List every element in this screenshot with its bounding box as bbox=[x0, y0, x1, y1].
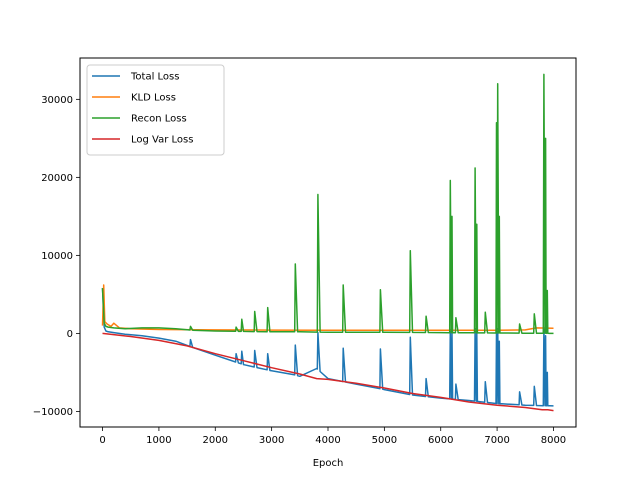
legend-label-total-loss: Total Loss bbox=[130, 72, 179, 83]
y-tick-label: −10000 bbox=[33, 407, 73, 418]
x-tick-label: 8000 bbox=[541, 435, 566, 446]
legend-label-kld-loss: KLD Loss bbox=[131, 93, 176, 104]
x-tick-label: 6000 bbox=[428, 435, 453, 446]
x-axis-title: Epoch bbox=[313, 458, 344, 469]
x-tick-label: 1000 bbox=[146, 435, 171, 446]
series-line-total-loss bbox=[101, 288, 554, 407]
y-tick-label: 10000 bbox=[41, 251, 73, 262]
series-line-recon-loss bbox=[101, 73, 554, 335]
legend-box bbox=[86, 64, 225, 156]
x-tick-label: 4000 bbox=[315, 435, 340, 446]
x-tick-label: 7000 bbox=[484, 435, 509, 446]
x-tick-label: 0 bbox=[99, 435, 105, 446]
y-tick-label: 0 bbox=[67, 329, 73, 340]
series-line-log-var-loss bbox=[102, 332, 554, 412]
legend-label-log-var-loss: Log Var Loss bbox=[131, 135, 193, 146]
x-axis: 0 1000 2000 3000 4000 5000 6000 7000 8000 bbox=[99, 427, 566, 446]
plot-lines bbox=[101, 73, 554, 412]
y-tick-label: 20000 bbox=[41, 173, 73, 184]
legend: Total Loss KLD Loss Recon Loss Log Var Loss bbox=[86, 64, 225, 156]
x-tick-label: 2000 bbox=[203, 435, 228, 446]
legend-label-recon-loss: Recon Loss bbox=[131, 114, 187, 125]
x-tick-label: 3000 bbox=[259, 435, 284, 446]
x-tick-label: 5000 bbox=[372, 435, 397, 446]
y-tick-label: 30000 bbox=[41, 95, 73, 106]
y-axis: −10000 0 10000 20000 30000 bbox=[33, 95, 80, 418]
